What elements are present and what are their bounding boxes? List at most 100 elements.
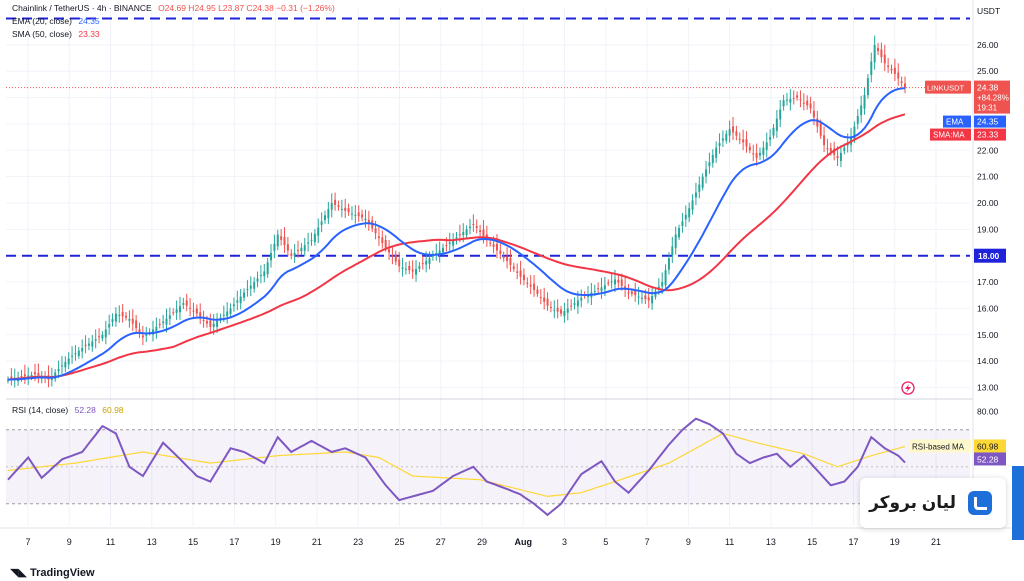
candle-body [276,234,279,247]
candle-body [263,271,266,277]
candle-body [499,250,502,254]
legend-sma-label: SMA (50, close) [12,29,72,39]
legend-ohlc: O24.69 H24.95 L23.87 C24.38 −0.31 (−1.26… [158,3,335,13]
time-axis-tick: 15 [807,537,817,547]
last-price-value: 24.38 [977,83,999,93]
candle-body [482,229,485,236]
candle-body [593,290,596,292]
candle-body [415,268,418,275]
candle-body [455,237,458,241]
alert-lightning-icon[interactable] [901,381,915,395]
candle-body [843,147,846,152]
sma-line[interactable] [7,113,906,381]
candle-body [829,147,832,152]
candle-body [630,291,633,294]
candle-body [121,311,124,317]
candle-body [323,215,326,221]
candle-body [715,147,718,158]
legend-ema-row[interactable]: EMA (20, close) 24.35 [12,16,100,26]
candle-body [168,315,171,319]
tradingview-logo: ◥◣ TradingView [10,566,95,579]
candle-body [125,315,128,318]
legend-sma-row[interactable]: SMA (50, close) 23.33 [12,29,100,39]
candle-body [229,308,232,314]
candle-body [536,289,539,294]
candle-body [546,298,549,306]
candle-body [243,292,246,298]
legend-ema-value: 24.35 [78,16,100,26]
ema-badge [943,115,971,128]
candle-body [317,227,320,236]
candle-body [509,258,512,265]
legend-rsi-row[interactable]: RSI (14, close) 52.28 60.98 [12,405,124,415]
candle-body [344,207,347,211]
candle-body [502,257,505,259]
bar-countdown: 19:31 [977,104,998,113]
candle-body [458,234,461,236]
rsi-line[interactable] [7,417,906,517]
candle-body [610,281,613,283]
candle-body [293,253,296,256]
candle-body [94,339,97,341]
rsi-ma-line[interactable] [7,432,906,498]
candle-body [549,306,552,308]
pair-badge [925,80,971,94]
candle-body [725,133,728,141]
price-axis-tick: 22.00 [977,145,999,155]
candle-body [394,254,397,262]
candle-body [563,311,566,317]
candle-body [495,243,498,251]
candle-body [226,311,229,317]
candle-body [7,379,9,381]
candle-body [189,307,192,309]
time-axis-tick: 17 [848,537,858,547]
candle-body [620,279,623,287]
candle-body [893,67,896,74]
brand-logo-icon [968,491,992,515]
candle-body [647,297,650,301]
candle-body [23,374,26,377]
sma-value-badge [974,128,1006,141]
candle-body [533,283,536,290]
candle-body [404,268,407,270]
price-axis-tick: 17.00 [977,277,999,287]
brand-badge: لیان بروکر [860,478,1006,528]
candle-body [199,312,202,317]
candle-body [465,229,468,236]
candle-body [522,274,525,281]
candle-body [77,350,80,357]
time-axis-tick: 29 [477,537,487,547]
tradingview-label: TradingView [29,567,95,579]
ema-line[interactable] [7,87,906,381]
candle-body [212,323,215,327]
candle-body [259,275,262,277]
candle-body [799,99,802,101]
time-axis-tick: 21 [312,537,322,547]
candle-body [330,203,333,210]
candle-body [721,138,724,141]
candle-body [111,318,114,323]
candle-body [860,105,863,116]
candle-body [239,296,242,304]
candle-body [185,300,188,306]
candle-body [897,72,900,79]
candle-body [428,258,431,264]
candle-body [698,184,701,192]
candle-body [114,313,117,322]
candle-body [809,103,812,109]
price-axis-currency: USDT [977,6,1000,16]
candle-body [67,358,70,365]
candle-body [270,253,273,261]
price-axis-tick: 13.00 [977,382,999,392]
ema-badge-label: EMA [946,118,964,127]
candle-body [597,288,600,290]
candle-body [411,269,414,272]
candle-body [236,300,239,303]
candle-body [556,307,559,312]
time-axis-tick: 23 [353,537,363,547]
candle-body [853,126,856,139]
candle-body [640,297,643,299]
candle-body [674,234,677,248]
candle-body [101,334,104,339]
